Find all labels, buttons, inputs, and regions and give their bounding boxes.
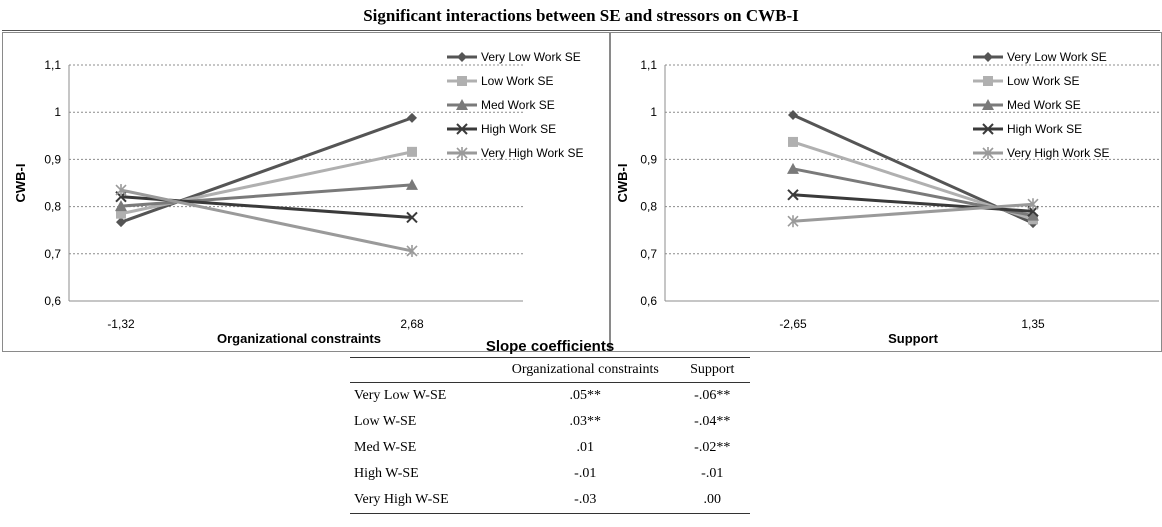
- table-cell-label: Med W-SE: [354, 440, 417, 455]
- legend-label-very-low-work-se: Very Low Work SE: [1007, 50, 1107, 64]
- table-row: Very High W-SE -.03 .00: [350, 487, 750, 514]
- slope-coefficients-table-wrap: Slope coefficients Organizational constr…: [350, 337, 750, 514]
- y-axis-label: CWB-I: [13, 164, 28, 203]
- table-row: Med W-SE .01 -.02**: [350, 435, 750, 461]
- table-cell-support: -.01: [701, 466, 724, 481]
- data-point-very-low-work-se: [407, 112, 417, 123]
- y-tick-label: 0,6: [640, 294, 657, 308]
- legend-marker-low-work-se: [457, 76, 467, 86]
- legend-label-med-work-se: Med Work SE: [481, 98, 555, 112]
- data-point-med-work-se: [787, 162, 799, 174]
- x-axis-label: Support: [888, 331, 938, 346]
- table-cell-organizational-constraints: -.03: [496, 487, 675, 514]
- table-header-organizational-constraints: Organizational constraints: [496, 357, 675, 383]
- legend-marker-high-work-se: [456, 123, 468, 135]
- data-point-very-high-work-se: [115, 184, 127, 197]
- legend-label-high-work-se: High Work SE: [1007, 122, 1082, 136]
- legend-label-med-work-se: Med Work SE: [1007, 98, 1081, 112]
- y-tick-label: 1: [54, 105, 61, 119]
- slope-coefficients-table: Organizational constraints Support Very …: [350, 357, 750, 514]
- series-line-high-work-se: [792, 193, 1034, 213]
- legend-label-very-low-work-se: Very Low Work SE: [481, 50, 581, 64]
- table-cell-label: Low W-SE: [354, 414, 417, 429]
- x-tick-label: -1,32: [107, 317, 135, 331]
- data-point-very-low-work-se: [788, 110, 798, 121]
- x-tick-label: 1,35: [1021, 317, 1045, 331]
- y-tick-label: 0,8: [640, 200, 657, 214]
- table-cell-organizational-constraints: .03**: [569, 414, 602, 429]
- table-row: High W-SE -.01 -.01: [350, 461, 750, 487]
- table-cell-organizational-constraints: .05**: [569, 388, 602, 403]
- x-tick-label: 2,68: [400, 317, 424, 331]
- x-tick-label: -2,65: [779, 317, 807, 331]
- series-line-very-high-work-se: [120, 188, 413, 253]
- data-point-low-work-se: [407, 146, 417, 157]
- table-cell-support: -.02**: [694, 440, 731, 455]
- table-cell-label: Very High W-SE: [350, 487, 497, 514]
- table-cell-label: High W-SE: [354, 466, 419, 481]
- legend-marker-very-low-work-se: [457, 52, 467, 62]
- data-point-high-work-se: [787, 189, 799, 201]
- table-cell-support: -.06**: [694, 388, 731, 403]
- chart-support: 0,6 0,7 0,8 0,9 1 1,1 -2,65 1,35 Support CWB-I Ver…: [615, 50, 1159, 346]
- legend-marker-very-high-work-se: [982, 147, 994, 159]
- legend-label-very-high-work-se: Very High Work SE: [1007, 146, 1109, 160]
- legend-label-very-high-work-se: Very High Work SE: [481, 146, 583, 160]
- table-cell-support: .00: [674, 487, 750, 514]
- series-line-very-high-work-se: [792, 202, 1034, 223]
- data-point-low-work-se: [788, 136, 798, 147]
- table-header-row: Organizational constraints Support: [350, 357, 750, 383]
- y-tick-label: 0,6: [44, 294, 61, 308]
- y-tick-label: 0,8: [44, 200, 61, 214]
- table-cell-organizational-constraints: .01: [576, 440, 595, 455]
- data-point-very-low-work-se: [116, 217, 126, 228]
- data-point-very-high-work-se: [1027, 198, 1039, 211]
- x-axis-label: Organizational constraints: [217, 331, 381, 346]
- table-title: Slope coefficients: [485, 338, 615, 355]
- y-tick-label: 0,7: [640, 247, 657, 261]
- y-tick-label: 1,1: [44, 58, 61, 72]
- legend-marker-high-work-se-stroke: [456, 123, 468, 135]
- y-tick-label: 0,7: [44, 247, 61, 261]
- table-cell-organizational-constraints: -.01: [574, 466, 597, 481]
- legend-label-low-work-se: Low Work SE: [1007, 74, 1079, 88]
- data-point-med-work-se: [406, 178, 418, 190]
- data-point-low-work-se: [116, 208, 126, 219]
- chart-organizational-constraints: 0,6 0,7 0,8 0,9 1 1,1 -1,32 2,68 Organizational …: [13, 50, 583, 346]
- legend-marker-low-work-se: [983, 76, 993, 86]
- legend-marker-high-work-se-stroke: [982, 123, 994, 135]
- legend-marker-med-work-se: [456, 99, 468, 110]
- data-point-high-work-se: [406, 211, 418, 224]
- title-rule: [2, 30, 1160, 31]
- y-tick-label: 1: [650, 105, 657, 119]
- data-point-very-high-work-se: [406, 244, 418, 257]
- y-tick-label: 0,9: [640, 152, 657, 166]
- figure-title: Significant interactions between SE and …: [363, 6, 799, 25]
- legend-marker-very-high-work-se: [456, 147, 468, 159]
- data-point-high-work-se-stroke: [406, 211, 418, 224]
- legend-marker-high-work-se: [982, 123, 994, 135]
- legend-marker-med-work-se: [982, 99, 994, 110]
- table-cell-support: -.04**: [694, 414, 731, 429]
- table-row: Very Low W-SE .05** -.06**: [350, 383, 750, 410]
- data-point-high-work-se-stroke: [787, 189, 799, 201]
- data-point-very-high-work-se: [787, 215, 799, 228]
- table-header-label: [350, 357, 497, 383]
- legend-marker-very-low-work-se: [983, 52, 993, 62]
- y-tick-label: 1,1: [640, 58, 657, 72]
- legend-label-high-work-se: High Work SE: [481, 122, 556, 136]
- chart-panel-support: 0,6 0,7 0,8 0,9 1 1,1 -2,65 1,35 Support CWB-I Ver…: [610, 32, 1162, 352]
- series-line-med-work-se: [120, 183, 413, 208]
- table-row: Low W-SE .03** -.04**: [350, 409, 750, 435]
- table-cell-label: Very Low W-SE: [354, 388, 447, 403]
- y-axis-label: CWB-I: [615, 164, 630, 203]
- data-point-med-work-se: [1027, 209, 1039, 221]
- legend-label-low-work-se: Low Work SE: [481, 74, 553, 88]
- chart-panel-organizational-constraints: 0,6 0,7 0,8 0,9 1 1,1 -1,32 2,68 Organizational …: [2, 32, 610, 352]
- data-point-med-work-se: [115, 200, 127, 212]
- y-tick-label: 0,9: [44, 152, 61, 166]
- table-header-support: Support: [674, 357, 750, 383]
